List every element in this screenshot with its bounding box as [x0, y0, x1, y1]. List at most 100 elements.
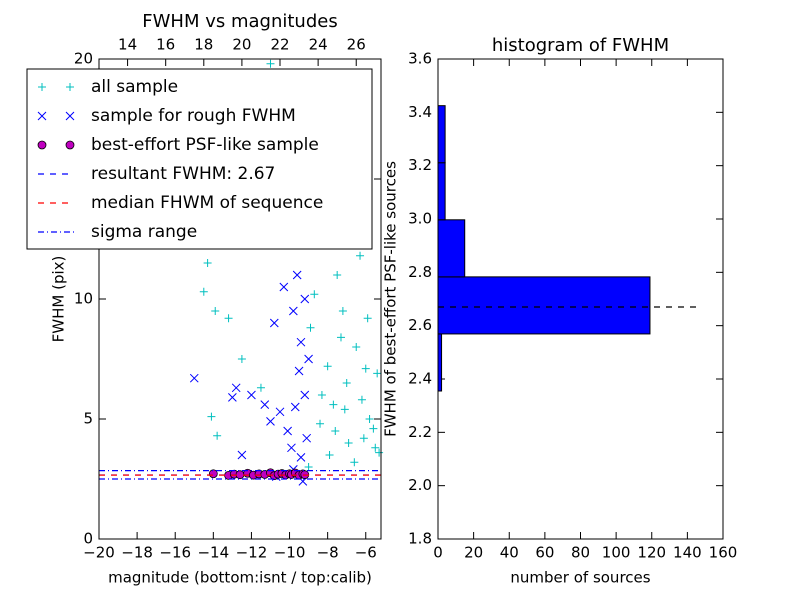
y-tick-label: 1.8	[408, 530, 432, 548]
plus-marker	[342, 379, 351, 387]
cross-marker	[300, 390, 310, 400]
cross-marker	[247, 390, 256, 400]
plus-marker	[304, 463, 313, 471]
legend	[26, 68, 373, 250]
x-tick-label: −6	[355, 544, 377, 562]
legend-label: sigma range	[91, 222, 197, 242]
y-tick-label: 5	[83, 410, 93, 428]
y-axis-label: FWHM of best-effort PSF-like sources	[382, 161, 400, 437]
bar	[437, 105, 446, 164]
plus-marker	[323, 362, 332, 371]
plus-marker	[203, 259, 212, 267]
plus-marker	[344, 439, 353, 447]
x-tick-label: −8	[317, 544, 339, 562]
plus-marker	[359, 434, 368, 443]
y-tick-label: 2.0	[408, 476, 432, 494]
cross-marker	[296, 337, 306, 347]
x-axis-label: number of sources	[510, 569, 650, 587]
plus-marker	[199, 287, 208, 296]
y-tick-label: 10	[74, 290, 93, 308]
legend-box	[26, 68, 373, 250]
y-tick-label: 3.6	[408, 50, 432, 68]
plus-marker	[224, 314, 233, 323]
x-tick-label: 80	[571, 544, 590, 562]
x2-tick-label: 18	[194, 36, 213, 54]
cross-marker	[302, 433, 312, 443]
bar	[437, 219, 466, 278]
x-axis-label: magnitude (bottom:isnt / top:calib)	[108, 569, 372, 587]
x-tick-label: 60	[535, 544, 554, 562]
y-tick-label: 2.2	[408, 423, 432, 441]
y-tick-label: 0	[83, 530, 93, 548]
plus-marker	[213, 431, 222, 440]
cross-marker	[231, 383, 241, 393]
circle-marker	[65, 140, 75, 150]
plus-marker	[38, 83, 46, 91]
x-tick-label: 140	[673, 544, 702, 562]
x-tick-label: 100	[602, 544, 631, 562]
cross-marker	[266, 417, 275, 426]
plus-marker	[373, 369, 382, 378]
bar	[437, 162, 446, 221]
y-tick-label: 2.4	[408, 370, 432, 388]
plus-marker	[266, 59, 275, 68]
cross-marker	[290, 402, 300, 412]
x-tick-label: −14	[197, 544, 229, 562]
x2-tick-label: 16	[156, 36, 175, 54]
x-tick-label: −18	[121, 544, 153, 562]
cross-marker	[275, 407, 285, 417]
x-tick-label: −10	[274, 544, 306, 562]
cross-marker	[292, 270, 302, 280]
plus-marker	[356, 251, 365, 260]
cross-marker	[287, 443, 296, 453]
cross-marker	[37, 111, 47, 121]
x2-tick-label: 20	[232, 36, 251, 54]
legend-label: resultant FWHM: 2.67	[91, 164, 275, 184]
cross-marker	[65, 111, 75, 121]
circle-marker	[235, 470, 245, 480]
plus-marker	[329, 400, 338, 409]
plus-marker	[317, 391, 326, 399]
legend-label: sample for rough FWHM	[91, 106, 296, 126]
cross-marker	[260, 400, 270, 409]
plus-marker	[207, 412, 216, 421]
y-tick-label: 3.0	[408, 210, 432, 228]
plus-marker	[352, 343, 361, 351]
y-tick-label: 3.4	[408, 103, 432, 121]
x-tick-label: −20	[83, 544, 115, 562]
legend-label: all sample	[91, 77, 178, 97]
x2-tick-label: 24	[309, 36, 328, 54]
cross-marker	[279, 282, 289, 292]
bar	[437, 276, 651, 335]
legend-label: median FHWM of sequence	[91, 193, 323, 213]
cross-marker	[304, 354, 313, 364]
plus-marker	[316, 419, 325, 428]
cross-marker	[288, 306, 298, 316]
axes-frame	[437, 58, 724, 540]
plus-marker	[331, 427, 340, 435]
x-tick-label: −16	[159, 544, 191, 562]
circle-marker	[37, 140, 47, 150]
cross-marker	[228, 393, 237, 402]
bar	[437, 333, 443, 392]
x-tick-label: 120	[637, 544, 666, 562]
cross-marker	[294, 366, 304, 376]
cross-marker	[269, 318, 279, 328]
y-axis-label: FWHM (pix)	[50, 256, 68, 343]
plus-marker	[338, 307, 347, 315]
y-tick-label: 20	[74, 50, 93, 68]
cross-marker	[300, 294, 310, 304]
legend-label: best-effort PSF-like sample	[91, 135, 319, 155]
cross-marker	[296, 453, 306, 462]
x-tick-label: 160	[709, 544, 738, 562]
cross-marker	[283, 426, 292, 436]
x-tick-label: 40	[500, 544, 519, 562]
plus-marker	[375, 448, 384, 457]
plus-marker	[361, 364, 370, 373]
x2-tick-label: 14	[118, 36, 137, 54]
plus-marker	[350, 458, 359, 467]
plus-marker	[66, 83, 74, 91]
plus-marker	[363, 314, 372, 323]
plus-marker	[365, 415, 374, 423]
